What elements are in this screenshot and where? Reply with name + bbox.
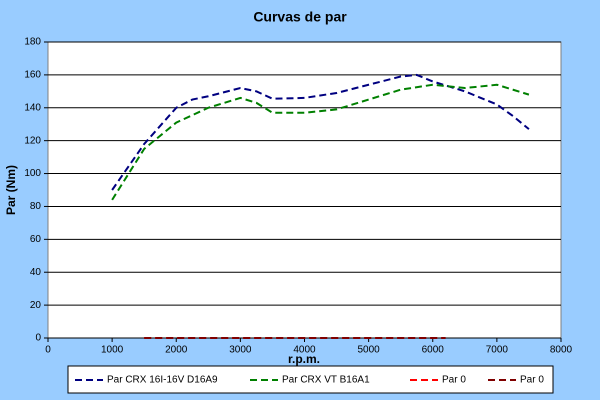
- y-tick-label: 160: [24, 70, 41, 81]
- x-tick-label: 4000: [293, 345, 316, 356]
- series-line: [111, 73, 530, 191]
- legend: [67, 365, 554, 394]
- y-tick-label: 60: [30, 234, 42, 245]
- y-tick-label: 40: [30, 267, 42, 278]
- plot-area: [47, 41, 562, 339]
- x-tick-label: 6000: [422, 345, 445, 356]
- y-axis-label: Par (Nm): [4, 165, 18, 215]
- y-tick-label: 120: [24, 135, 41, 146]
- legend-label: Par 0: [442, 375, 466, 386]
- chart-title: Curvas de par: [253, 9, 347, 25]
- y-tick-label: 0: [35, 333, 41, 344]
- y-tick-label: 20: [30, 300, 42, 311]
- legend-label: Par 0: [520, 375, 544, 386]
- y-tick-label: 80: [30, 201, 42, 212]
- x-tick-label: 5000: [358, 345, 381, 356]
- x-tick-label: 2000: [165, 345, 188, 356]
- x-tick-label: 3000: [229, 345, 252, 356]
- x-tick-label: 8000: [550, 345, 573, 356]
- x-tick-label: 1000: [101, 345, 124, 356]
- legend-label: Par CRX 16I-16V D16A9: [107, 375, 218, 386]
- x-axis-label: r.p.m.: [288, 352, 320, 366]
- legend-label: Par CRX VT B16A1: [282, 375, 370, 386]
- x-tick-label: 0: [45, 345, 51, 356]
- y-tick-label: 140: [24, 102, 41, 113]
- series-line: [111, 83, 530, 201]
- y-tick-label: 180: [24, 37, 41, 48]
- y-tick-label: 100: [24, 168, 41, 179]
- x-tick-label: 7000: [486, 345, 509, 356]
